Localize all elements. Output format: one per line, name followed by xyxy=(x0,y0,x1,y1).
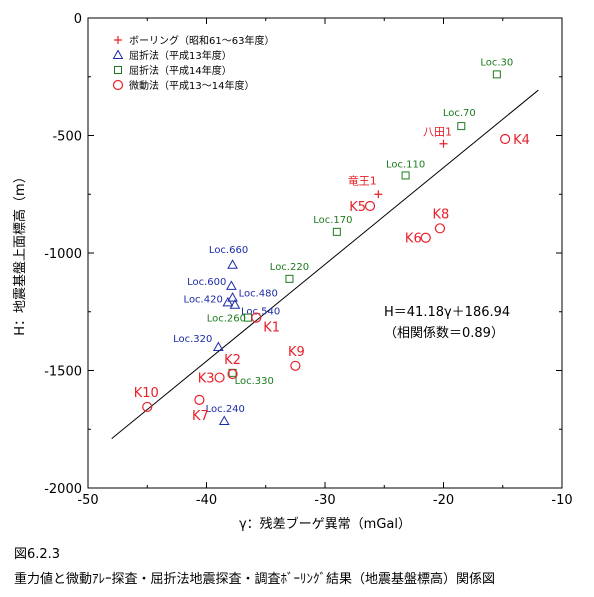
point-label: K4 xyxy=(513,133,530,148)
data-point-square xyxy=(457,122,466,131)
legend-label: 屈折法（平成14年度） xyxy=(129,64,232,77)
figure-caption: 重力値と微動ｱﾚｰ探査・屈折法地震探査・調査ﾎﾞｰﾘﾝｸﾞ結果（地震基盤標高）関… xyxy=(14,572,496,587)
data-point-plus xyxy=(439,139,448,148)
data-point-square xyxy=(285,274,294,283)
legend-label: ボーリング（昭和61～63年度） xyxy=(129,34,274,47)
point-label: 八田1 xyxy=(423,126,452,139)
point-label: 竜王1 xyxy=(348,173,377,187)
point-label: Loc.30 xyxy=(480,57,513,68)
x-tick-label: -30 xyxy=(314,493,335,508)
point-label: Loc.260 xyxy=(207,314,246,325)
data-point-circle xyxy=(364,200,376,212)
point-label: Loc.420 xyxy=(184,294,223,305)
x-tick-label: -10 xyxy=(551,493,572,508)
point-label: K1 xyxy=(263,321,280,336)
legend-marker xyxy=(112,79,124,91)
point-label: K5 xyxy=(349,200,366,215)
figure-number: 図6.2.3 xyxy=(14,547,61,562)
figure-canvas: -50 -40 -30 -20 -10 0 -500 -1000 -1500 -2000 γ：残差ブ… xyxy=(12,12,573,532)
regression-line xyxy=(111,89,539,439)
data-point-triangle xyxy=(229,299,241,309)
point-label: Loc.330 xyxy=(235,376,274,387)
data-point-circle xyxy=(251,312,262,323)
point-label: K6 xyxy=(405,232,422,247)
legend-marker xyxy=(114,36,122,44)
point-label: K7 xyxy=(192,409,209,424)
x-tick-label: -40 xyxy=(196,493,217,508)
data-point-triangle xyxy=(227,259,238,269)
data-point-circle xyxy=(420,232,431,243)
data-point-triangle xyxy=(218,415,230,426)
data-point-circle xyxy=(214,372,225,383)
point-label: Loc.70 xyxy=(443,108,476,119)
legend-label: 屈折法（平成13年度） xyxy=(129,49,232,62)
data-point-circle xyxy=(500,133,511,145)
data-point-triangle xyxy=(226,280,237,290)
point-label: Loc.320 xyxy=(173,334,212,345)
x-tick-label: -50 xyxy=(77,493,98,508)
point-label: Loc.240 xyxy=(206,404,245,415)
x-tick-label: -20 xyxy=(433,493,454,508)
y-tick-label: 0 xyxy=(74,12,82,27)
data-point-triangle xyxy=(227,292,238,302)
legend-label: 微動法（平成13～14年度） xyxy=(129,79,254,92)
point-label: Loc.540 xyxy=(241,307,280,318)
point-label: Loc.480 xyxy=(239,289,278,300)
y-tick-label: -1500 xyxy=(44,365,82,380)
y-tick-label: -1000 xyxy=(44,247,82,262)
regression-equation: H＝41.18γ＋186.94 xyxy=(384,305,510,320)
point-label: K3 xyxy=(198,372,215,387)
point-label: Loc.220 xyxy=(270,262,309,273)
y-axis-title: H：地震基盤上面標高（m） xyxy=(12,170,28,335)
point-label: K9 xyxy=(288,345,305,360)
legend-marker xyxy=(112,49,124,59)
point-label: Loc.660 xyxy=(209,245,248,256)
data-point-circle xyxy=(142,401,153,413)
regression-note: （相関係数＝0.89） xyxy=(384,326,504,341)
point-label: Loc.110 xyxy=(386,159,425,170)
data-point-circle xyxy=(290,360,301,371)
point-label: K10 xyxy=(134,386,159,401)
legend-marker xyxy=(114,66,122,74)
data-point-square xyxy=(332,227,341,236)
point-label: Loc.170 xyxy=(313,215,352,226)
point-label: Loc.600 xyxy=(187,277,226,288)
x-axis-title: γ：残差ブーゲ異常（mGal） xyxy=(239,516,411,532)
data-point-square xyxy=(492,70,501,79)
data-point-circle xyxy=(227,368,238,380)
y-tick-label: -2000 xyxy=(44,482,82,497)
data-point-triangle xyxy=(222,296,234,307)
data-point-circle xyxy=(194,394,205,405)
data-point-circle xyxy=(434,223,446,234)
point-label: K8 xyxy=(433,207,450,222)
data-point-triangle xyxy=(212,341,224,351)
data-point-plus xyxy=(374,190,383,199)
point-label: K2 xyxy=(224,353,241,368)
data-point-square xyxy=(401,171,410,180)
y-tick-label: -500 xyxy=(52,130,82,145)
